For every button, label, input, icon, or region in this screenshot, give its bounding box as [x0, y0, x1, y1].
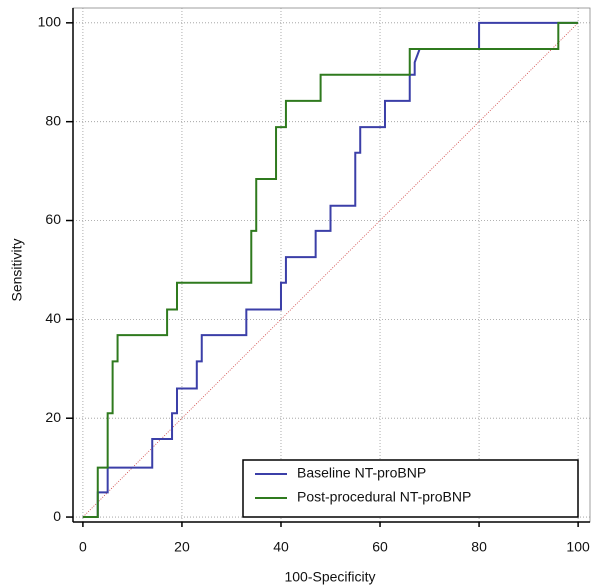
- x-tick-label: 40: [273, 539, 289, 555]
- x-tick-label: 20: [174, 539, 190, 555]
- legend-label: Baseline NT-proBNP: [297, 465, 426, 481]
- plot-frame: [72, 7, 591, 523]
- x-tick-label: 80: [471, 539, 487, 555]
- y-axis-label: Sensitivity: [9, 238, 25, 301]
- roc-line: [82, 21, 579, 519]
- x-tick-label: 0: [79, 539, 87, 555]
- x-tick-label: 60: [372, 539, 388, 555]
- x-axis-label: 100-Specificity: [284, 569, 375, 585]
- y-tick-label: 60: [45, 211, 61, 227]
- y-tick-label: 100: [38, 14, 62, 30]
- x-tick-label: 100: [566, 539, 590, 555]
- legend-box: [242, 459, 579, 518]
- y-tick-label: 20: [45, 409, 61, 425]
- y-tick-label: 80: [45, 112, 61, 128]
- legend-label: Post-procedural NT-proBNP: [297, 489, 471, 505]
- reference-line: [82, 22, 579, 518]
- roc-line: [82, 21, 579, 519]
- y-tick-label: 0: [53, 508, 61, 524]
- y-tick-label: 40: [45, 310, 61, 326]
